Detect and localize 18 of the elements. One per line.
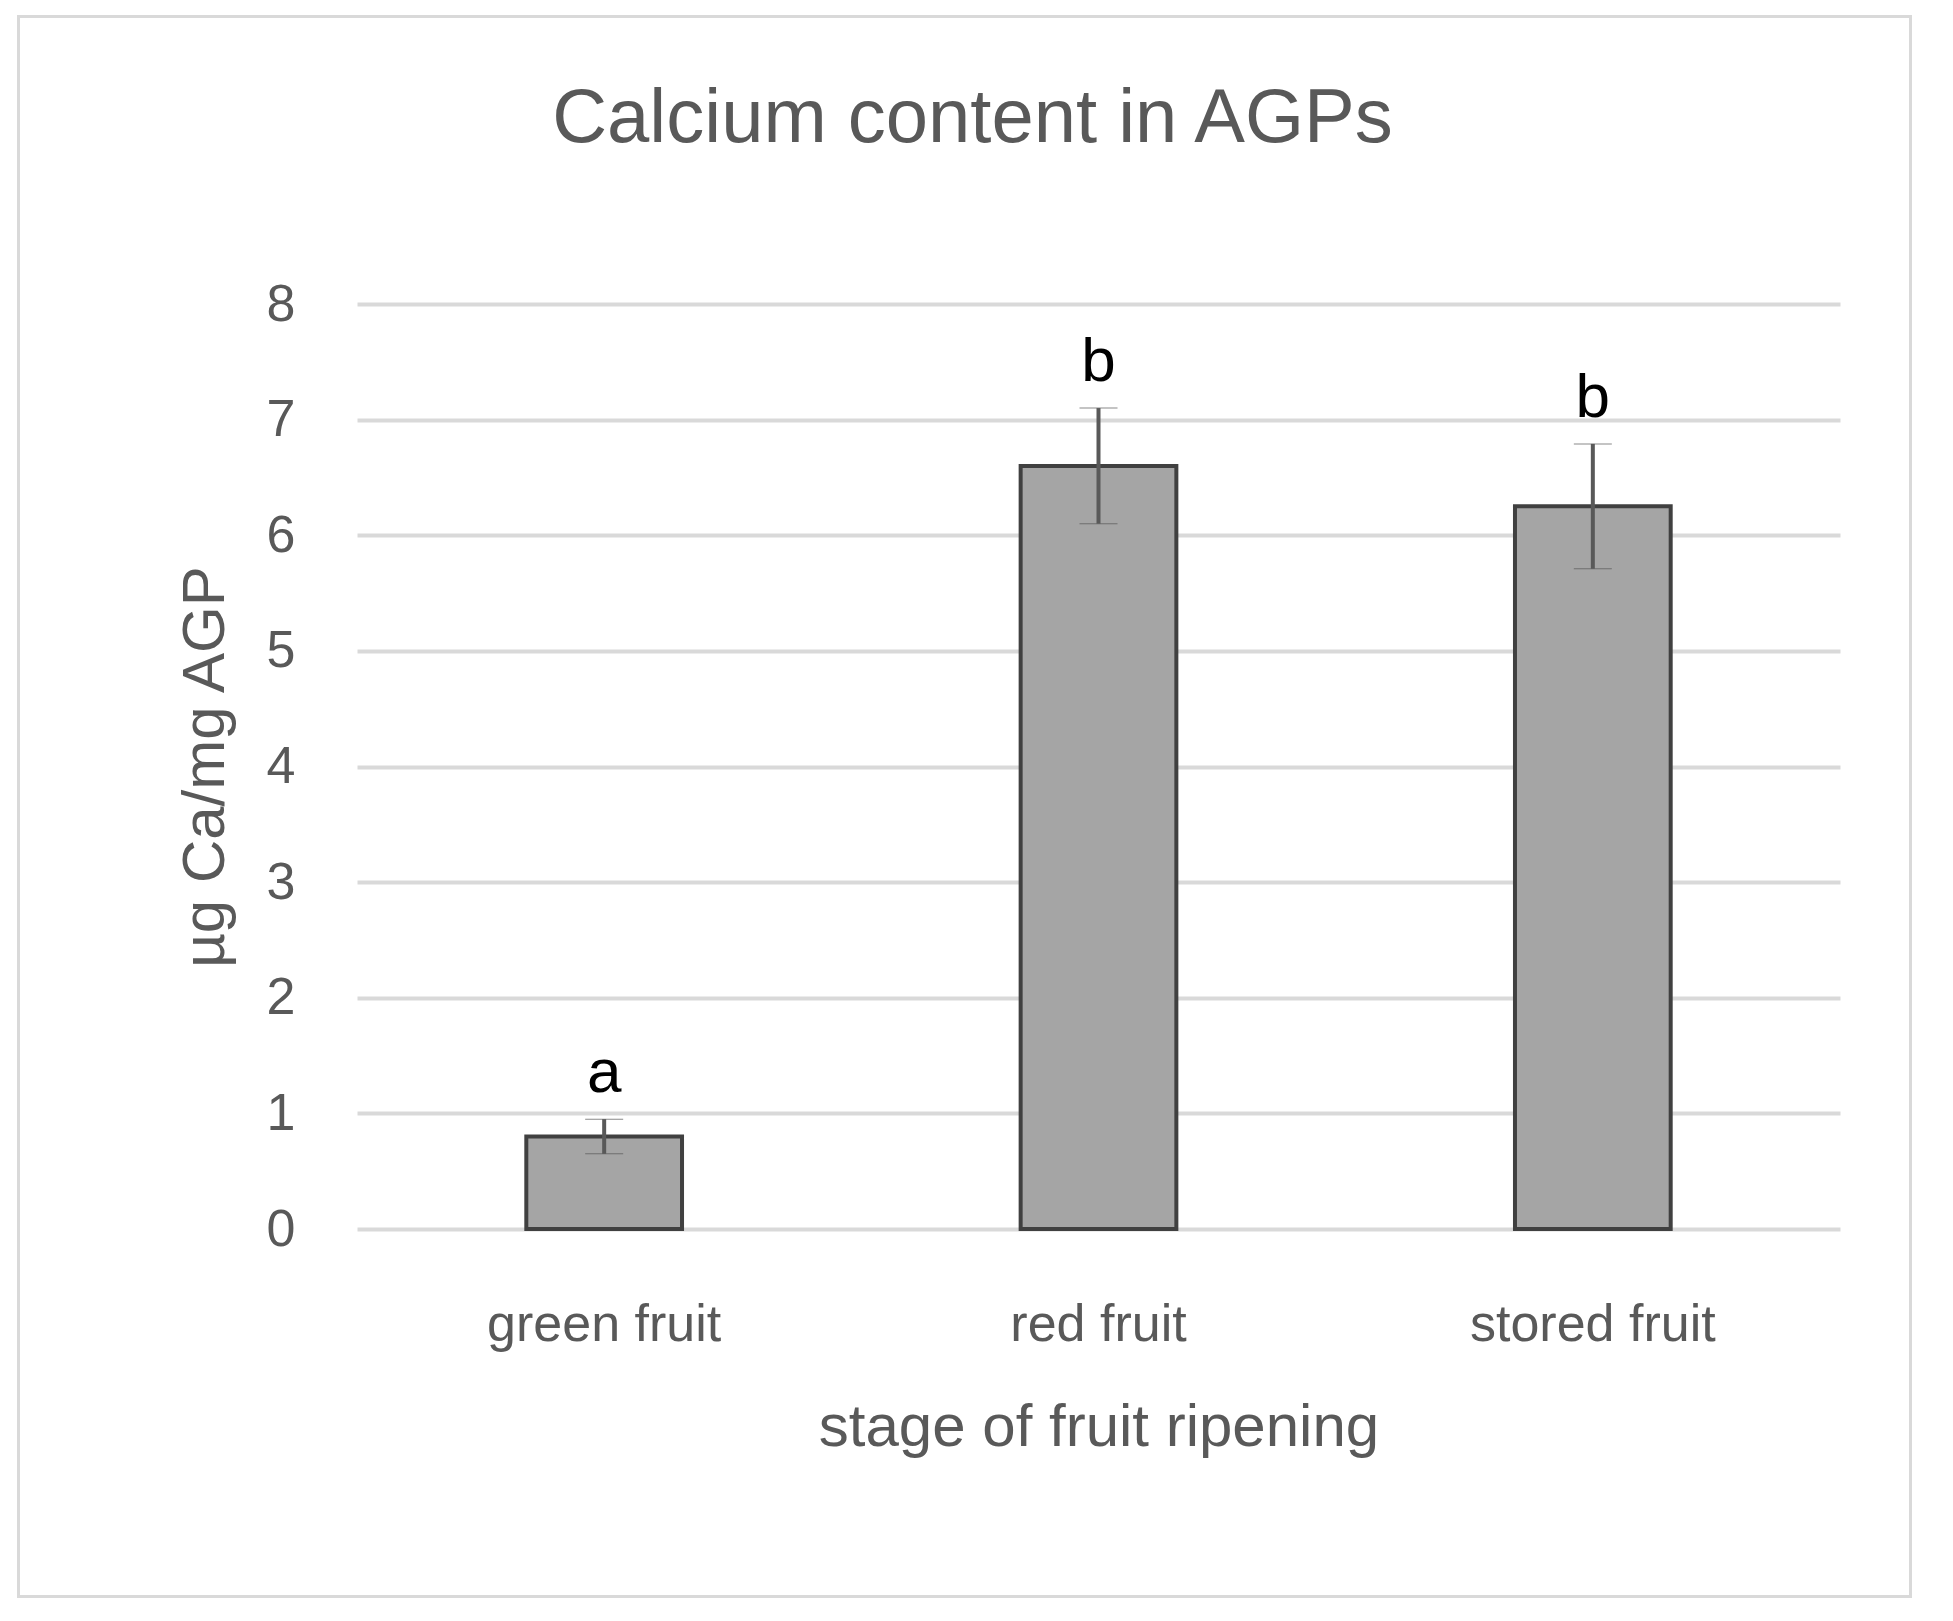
- annotation: b: [1575, 360, 1611, 430]
- x-axis-title: stage of fruit ripening: [818, 1391, 1380, 1459]
- annotation: a: [586, 1036, 622, 1106]
- x-tick-label: green fruit: [487, 1293, 722, 1352]
- y-tick-label: 2: [266, 967, 296, 1026]
- y-tick-label: 3: [266, 851, 296, 910]
- x-tick-label: red fruit: [1010, 1293, 1188, 1352]
- y-tick-label: 0: [266, 1198, 296, 1257]
- y-tick-label: 6: [266, 504, 296, 563]
- x-tick-label: stored fruit: [1470, 1293, 1717, 1352]
- chart-title: Calcium content in AGPs: [552, 73, 1393, 158]
- annotation: b: [1081, 325, 1116, 395]
- y-tick-label: 1: [266, 1082, 296, 1141]
- y-tick-label: 4: [266, 736, 296, 794]
- y-tick-label: 5: [266, 620, 296, 679]
- y-tick-label: 7: [266, 389, 296, 448]
- y-tick-label: 8: [266, 273, 296, 332]
- y-axis-title: µg Ca/mg AGP: [169, 566, 237, 968]
